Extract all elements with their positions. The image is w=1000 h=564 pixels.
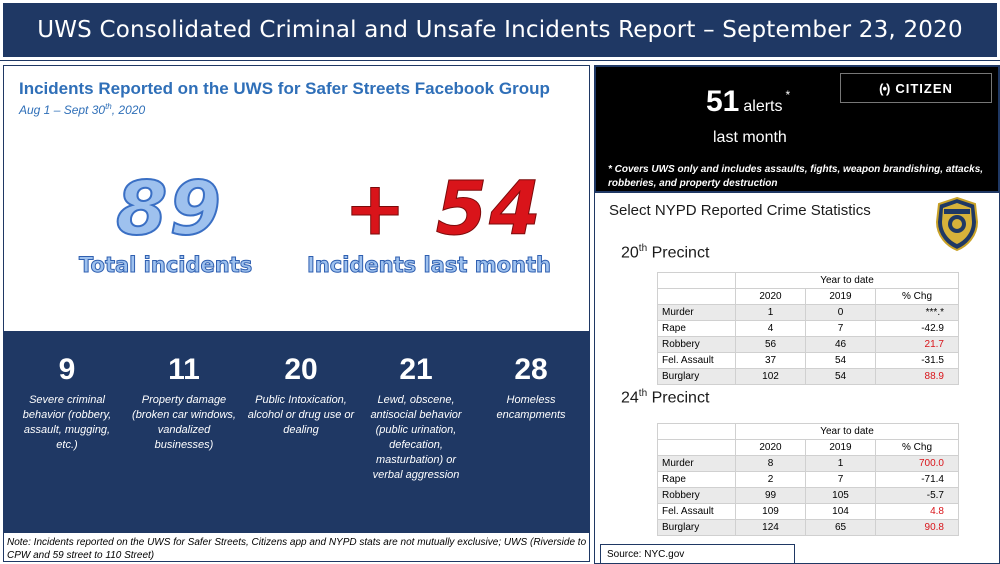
ytd-header: Year to date (735, 423, 959, 440)
category-label: Lewd, obscene, antisocial behavior (publ… (370, 394, 462, 481)
last-month-incidents-label: Incidents last month (307, 253, 552, 278)
incident-categories-band: 9 Severe criminal behavior (robbery, ass… (4, 331, 589, 533)
citizen-logo-icon: (•) (879, 80, 890, 96)
total-incidents-value: 89 (115, 165, 223, 253)
category-label: Public Intoxication, alcohol or drug use… (247, 394, 355, 436)
table-row: Murder 1 0 ***.* (657, 304, 959, 321)
citizen-alerts-period: last month (713, 129, 787, 146)
precinct-20-title: 20th Precinct (621, 243, 710, 262)
category-count: 21 (399, 353, 433, 386)
category-lewd-behavior: 21 Lewd, obscene, antisocial behavior (p… (361, 331, 471, 483)
total-incidents-label: Total incidents (78, 253, 253, 278)
facebook-panel-title: Incidents Reported on the UWS for Safer … (19, 79, 550, 98)
table-row: Murder 8 1 700.0 (657, 455, 959, 472)
nypd-stats-panel: Select NYPD Reported Crime Statistics 20… (594, 193, 1000, 564)
report-header: UWS Consolidated Criminal and Unsafe Inc… (0, 0, 1000, 61)
category-count: 28 (514, 353, 548, 386)
category-homeless-encampments: 28 Homeless encampments (476, 331, 586, 423)
category-count: 20 (284, 353, 318, 386)
table-header-row: Year to date (657, 423, 959, 440)
table-row: Robbery 99 105 -5.7 (657, 487, 959, 504)
table-header-row: 2020 2019 % Chg (657, 439, 959, 456)
table-row: Rape 4 7 -42.9 (657, 320, 959, 337)
citizen-alerts-count: 51 alerts* (706, 85, 791, 118)
facebook-date-range: Aug 1 – Sept 30th, 2020 (19, 102, 146, 117)
citizen-brand: CITIZEN (895, 80, 953, 96)
table-row: Burglary 124 65 90.8 (657, 519, 959, 536)
police-badge-icon (935, 196, 979, 252)
source-citation: Source: NYC.gov (600, 544, 795, 564)
table-header-row: Year to date (657, 272, 959, 289)
citizen-alerts-panel: (•) CITIZEN 51 alerts* last month * Cover… (594, 65, 1000, 193)
table-row: Fel. Assault 37 54 -31.5 (657, 352, 959, 369)
precinct-20-table: Year to date 2020 2019 % Chg Murder 1 0 ***… (657, 272, 959, 385)
table-row: Burglary 102 54 88.9 (657, 368, 959, 385)
category-count: 11 (168, 353, 200, 386)
category-public-intoxication: 20 Public Intoxication, alcohol or drug … (246, 331, 356, 438)
footnote: Note: Incidents reported on the UWS for … (7, 537, 587, 561)
citizen-footnote: * Covers UWS only and includes assaults,… (608, 164, 984, 189)
table-row: Rape 2 7 -71.4 (657, 471, 959, 488)
category-label: Severe criminal behavior (robbery, assau… (22, 394, 112, 451)
citizen-logo: (•) CITIZEN (840, 73, 992, 103)
nypd-panel-title: Select NYPD Reported Crime Statistics (609, 202, 871, 219)
category-property-damage: 11 Property damage (broken car windows, … (129, 331, 239, 453)
last-month-incidents-value: + 54 (344, 166, 543, 253)
table-row: Fel. Assault 109 104 4.8 (657, 503, 959, 520)
facebook-incidents-panel: Incidents Reported on the UWS for Safer … (3, 65, 590, 562)
table-header-row: 2020 2019 % Chg (657, 288, 959, 305)
table-row: Robbery 56 46 21.7 (657, 336, 959, 353)
category-count: 9 (58, 353, 76, 386)
precinct-24-title: 24th Precinct (621, 388, 710, 407)
category-severe-criminal: 9 Severe criminal behavior (robbery, ass… (12, 331, 122, 453)
category-label: Property damage (broken car windows, van… (132, 394, 236, 451)
report-title: UWS Consolidated Criminal and Unsafe Inc… (37, 17, 963, 43)
precinct-24-table: Year to date 2020 2019 % Chg Murder 8 1 700… (657, 423, 959, 536)
ytd-header: Year to date (735, 272, 959, 289)
category-label: Homeless encampments (496, 394, 566, 421)
